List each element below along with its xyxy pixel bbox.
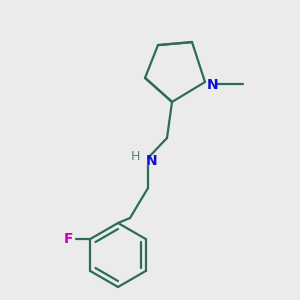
Text: N: N xyxy=(207,78,219,92)
Text: F: F xyxy=(64,232,73,246)
Text: H: H xyxy=(130,149,140,163)
Text: N: N xyxy=(146,154,158,168)
